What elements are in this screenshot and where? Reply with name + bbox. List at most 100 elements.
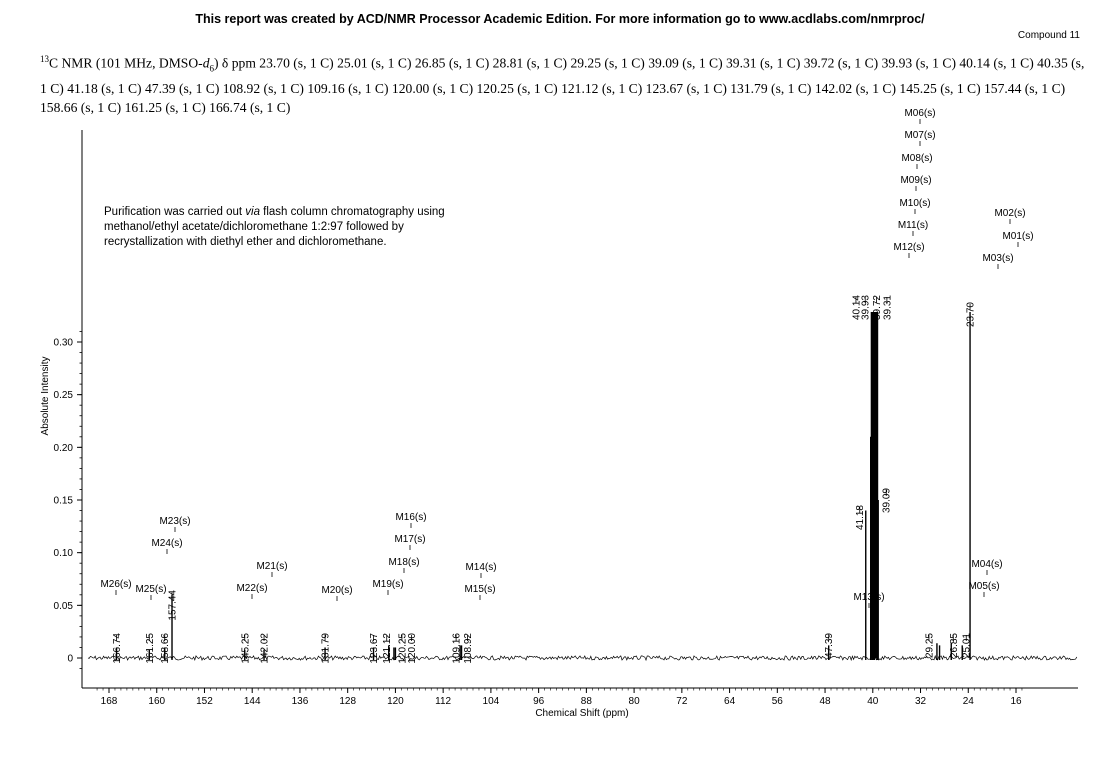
y-tick-label: 0.25 xyxy=(54,390,74,401)
multiplet-label: M02(s) xyxy=(994,208,1025,219)
peak-label-group: 40.14 xyxy=(851,295,862,320)
peak-label-group: 120.25 xyxy=(397,633,408,664)
peaks xyxy=(115,312,971,660)
solvent-d: d xyxy=(202,55,210,71)
multiplet-label: M20(s) xyxy=(321,585,352,596)
x-tick-label: 16 xyxy=(1010,696,1022,707)
peak-label-group: 161.25 xyxy=(145,633,156,664)
multiplet-label: M23(s) xyxy=(159,516,190,527)
peak-label: 25.01 xyxy=(962,633,973,658)
peak-label: 41.18 xyxy=(855,505,866,530)
peak-label: 39.09 xyxy=(882,488,893,513)
peak-label: 29.25 xyxy=(924,633,935,658)
peak-label-group: 123.67 xyxy=(369,633,380,664)
multiplet-label: M12(s) xyxy=(893,242,924,253)
y-tick-label: 0.05 xyxy=(54,601,74,612)
note-line-1b: flash column chromatography using xyxy=(260,206,445,218)
peak-label-group: 39.09 xyxy=(882,488,893,513)
nucleus-superscript: 13 xyxy=(40,54,49,64)
multiplet-label: M10(s) xyxy=(899,198,930,209)
x-tick-label: 64 xyxy=(724,696,736,707)
baseline-noise xyxy=(87,654,1078,662)
peak-label-group: 145.25 xyxy=(240,633,251,664)
multiplet-label-group: M19(s) xyxy=(372,579,404,595)
multiplet-label-group: M26(s) xyxy=(100,579,132,595)
x-tick-label: 40 xyxy=(867,696,879,707)
peak-label-group: 120.00 xyxy=(407,633,418,664)
multiplet-label-group: M02(s) xyxy=(994,208,1026,224)
multiplet-label-group: M05(s) xyxy=(968,581,1000,597)
multiplet-label-group: M07(s) xyxy=(904,130,936,146)
axes: 0 0.05 0.10 0.15 0.20 0.25 0.30 168 160 152 144 136… xyxy=(54,130,1078,707)
peak-label: 26.85 xyxy=(949,633,960,658)
multiplet-label-group: M06(s) xyxy=(904,108,936,124)
solvent-peak-cluster xyxy=(870,312,879,658)
x-tick-label: 168 xyxy=(101,696,118,707)
y-axis-label: Absolute Intensity xyxy=(40,357,51,436)
multiplet-label-group: M03(s) xyxy=(982,253,1014,269)
x-tick-label: 152 xyxy=(196,696,213,707)
report-header: This report was created by ACD/NMR Proce… xyxy=(195,12,925,26)
peak-label-group: 47.39 xyxy=(824,633,835,658)
multiplet-label-group: M17(s) xyxy=(394,534,426,550)
multiplet-label: M04(s) xyxy=(971,559,1002,570)
multiplet-label: M05(s) xyxy=(968,581,999,592)
compound-label: Compound 11 xyxy=(1017,30,1080,41)
peak-label: 109.16 xyxy=(452,633,463,664)
x-tick-label: 24 xyxy=(963,696,975,707)
peak-label: 157.44 xyxy=(168,590,179,621)
multiplet-label-group: M23(s) xyxy=(159,516,191,532)
x-tick-label: 56 xyxy=(772,696,784,707)
peak-label: 108.92 xyxy=(463,633,474,664)
y-tick-label: 0.15 xyxy=(54,496,74,507)
peak-label: 166.74 xyxy=(112,633,123,664)
note-line-1: Purification was carried out via flash c… xyxy=(104,206,445,218)
peak-label-group: 158.66 xyxy=(160,633,171,664)
x-tick-label: 160 xyxy=(148,696,165,707)
note-line-3: recrystallization with diethyl ether and… xyxy=(104,236,387,248)
peak-label-group: 157.44 xyxy=(168,590,179,621)
nmr-suffix: ) δ ppm 23.70 (s, 1 C) 25.01 (s, 1 C) 26… xyxy=(40,55,1085,116)
x-tick-label: 32 xyxy=(915,696,927,707)
peak-label: 40.14 xyxy=(851,295,862,320)
multiplet-label-group: M20(s) xyxy=(321,585,353,601)
multiplet-label: M09(s) xyxy=(900,175,931,186)
peak-label: 120.00 xyxy=(407,633,418,664)
x-axis-label: Chemical Shift (ppm) xyxy=(535,708,628,719)
x-tick-label: 144 xyxy=(244,696,261,707)
multiplet-label-group: M13(s) xyxy=(853,592,885,608)
peak-label-group: 121.12 xyxy=(382,633,393,664)
multiplet-label-group: M15(s) xyxy=(464,584,496,600)
multiplet-label-group: M04(s) xyxy=(971,559,1003,575)
peak-label-group: 39.31 xyxy=(882,295,893,320)
multiplet-label-group: M10(s) xyxy=(899,198,931,214)
multiplet-label-group: M11(s) xyxy=(898,220,928,236)
nmr-peak-list: 13C NMR (101 MHz, DMSO-d6) δ ppm 23.70 (… xyxy=(40,50,1085,118)
x-tick-label: 120 xyxy=(387,696,404,707)
peak-label-group: 108.92 xyxy=(463,633,474,664)
multiplet-label-group: M22(s) xyxy=(236,583,268,599)
multiplet-label: M01(s) xyxy=(1002,231,1033,242)
peak-label-group: 26.85 xyxy=(949,633,960,658)
x-tick-label: 128 xyxy=(339,696,356,707)
peak-label-group: 25.01 xyxy=(962,633,973,658)
x-tick-label: 88 xyxy=(581,696,593,707)
peak-label: 47.39 xyxy=(824,633,835,658)
x-tick-label: 136 xyxy=(292,696,309,707)
peak-label: 120.25 xyxy=(397,633,408,664)
baseline-trace xyxy=(87,654,1078,662)
peak-label: 131.79 xyxy=(321,633,332,664)
peak-label-group: 41.18 xyxy=(855,505,866,530)
multiplet-label: M18(s) xyxy=(388,557,419,568)
multiplet-label: M21(s) xyxy=(256,561,287,572)
purification-note: Purification was carried out via flash c… xyxy=(104,206,445,248)
peak-label: 123.67 xyxy=(369,633,380,664)
y-tick-label: 0 xyxy=(67,654,73,665)
y-tick-label: 0.30 xyxy=(54,338,74,349)
peak-label: 39.72 xyxy=(872,295,883,320)
peak-label: 142.02 xyxy=(260,633,271,664)
peak-label-group: 109.16 xyxy=(452,633,463,664)
multiplet-label-group: M08(s) xyxy=(901,153,933,169)
multiplet-label: M13(s) xyxy=(853,592,884,603)
